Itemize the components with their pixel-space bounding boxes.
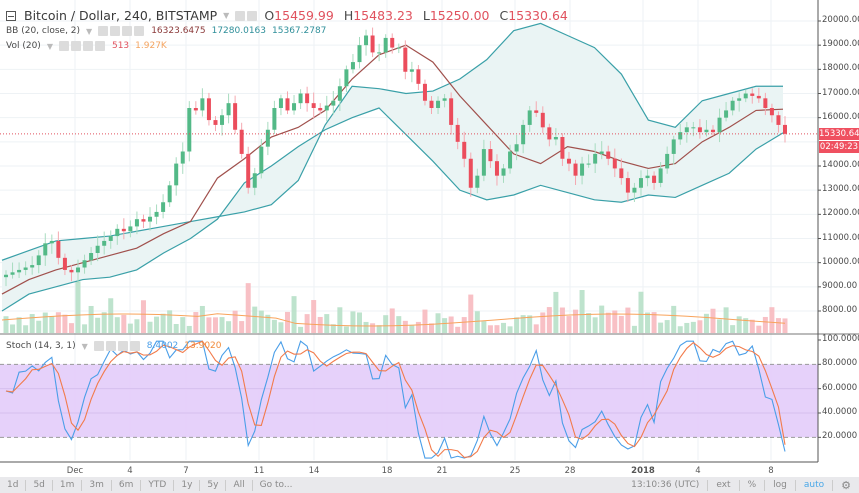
log-button[interactable]: log: [765, 479, 796, 491]
range-button-all[interactable]: All: [226, 479, 253, 491]
range-button-ytd[interactable]: YTD: [141, 479, 175, 491]
time-axis-label: 4: [695, 466, 701, 476]
ext-button[interactable]: ext: [708, 479, 740, 491]
close-icon[interactable]: [129, 341, 140, 351]
eye-icon[interactable]: [235, 10, 246, 21]
price-axis-label: 9000.00: [822, 280, 858, 291]
chevron-down-icon[interactable]: ▼: [86, 26, 93, 36]
time-axis-label: 4: [127, 466, 133, 476]
stoch-k-value: 8.4002: [146, 341, 179, 351]
countdown-tag: 02:49:23: [819, 141, 859, 153]
price-axis-label: 18000.00: [822, 63, 859, 74]
collapse-icon[interactable]: [6, 10, 16, 21]
price-axis-label: 16000.00: [822, 111, 859, 122]
plus-icon[interactable]: [117, 341, 128, 351]
clock: 13:10:36 (UTC): [623, 479, 709, 491]
range-button-6m[interactable]: 6m: [112, 479, 142, 491]
range-button-5d[interactable]: 5d: [26, 479, 53, 491]
stoch-axis-label: 20.0000: [822, 431, 858, 442]
range-button-1d[interactable]: 1d: [0, 479, 27, 491]
plus-icon[interactable]: [82, 41, 93, 51]
time-axis-label: Dec: [66, 466, 84, 476]
gear-icon[interactable]: [110, 26, 121, 36]
stoch-legend: Stoch (14, 3, 1) ▼ 8.4002 13.9020: [6, 341, 222, 351]
close-value: 15330.64: [508, 8, 568, 23]
bb-upper-value: 17280.0163: [211, 26, 267, 36]
eye-icon[interactable]: [58, 41, 69, 51]
price-axis-label: 14000.00: [822, 160, 859, 170]
vol-buttons: [58, 41, 106, 51]
time-axis-label: 11: [253, 466, 265, 476]
price-axis-label: 19000.00: [822, 39, 859, 50]
eye-icon[interactable]: [93, 341, 104, 351]
range-button-1m[interactable]: 1m: [53, 479, 83, 491]
time-axis-label: 8: [768, 466, 774, 476]
high-label: H: [343, 8, 354, 23]
settings-gear-icon[interactable]: ⚙: [841, 478, 851, 492]
auto-button[interactable]: auto: [796, 479, 834, 491]
chevron-down-icon[interactable]: ▼: [81, 341, 88, 351]
range-button-5y[interactable]: 5y: [200, 479, 227, 491]
time-axis-label: 28: [564, 466, 576, 476]
range-button-goto[interactable]: Go to...: [259, 479, 293, 490]
bb-legend: BB (20, close, 2) ▼ 16323.6475 17280.016…: [6, 26, 326, 36]
low-value: 15250.00: [429, 8, 490, 23]
bottom-toolbar: 1d 5d 1m 3m 6m YTD 1y 5y All Go to... 13:10:36 (U…: [0, 477, 859, 493]
plus-icon[interactable]: [122, 26, 133, 36]
stoch-axis-label: 80.0000: [822, 358, 858, 369]
bb-label[interactable]: BB (20, close, 2): [6, 26, 81, 36]
legend-buttons: [235, 10, 258, 21]
stoch-axis-label: 40.0000: [822, 407, 858, 417]
vol-label[interactable]: Vol (20): [6, 41, 41, 51]
range-button-3m[interactable]: 3m: [82, 479, 112, 491]
price-axis-label: 12000.00: [822, 208, 859, 219]
close-icon[interactable]: [94, 41, 105, 51]
vol-legend: Vol (20) ▼ 513 1.927K: [6, 41, 167, 51]
time-axis-label: 21: [436, 466, 448, 476]
time-axis-label: 7: [183, 466, 189, 476]
price-axis-label: 17000.00: [822, 87, 859, 98]
low-label: L: [422, 8, 430, 23]
price-axis-label: 13000.00: [822, 184, 859, 195]
high-value: 15483.23: [353, 8, 413, 23]
eye-icon[interactable]: [98, 26, 109, 36]
vol-ma-value: 1.927K: [135, 41, 167, 51]
chevron-down-icon[interactable]: ▼: [223, 11, 230, 20]
gear-icon[interactable]: [70, 41, 81, 51]
percent-button[interactable]: %: [740, 479, 766, 491]
price-axis-label: 10000.00: [822, 256, 859, 267]
time-axis-label: 14: [308, 466, 320, 476]
stoch-buttons: [93, 341, 141, 351]
time-axis-label: 2018: [631, 466, 655, 476]
open-value: 15459.99: [274, 8, 334, 23]
chevron-down-icon[interactable]: ▼: [46, 41, 53, 51]
close-icon[interactable]: [134, 26, 145, 36]
range-button-1y[interactable]: 1y: [174, 479, 201, 491]
time-axis-label: 18: [381, 466, 393, 476]
stoch-axis-label: 60.0000: [822, 382, 858, 393]
bb-mid-value: 16323.6475: [151, 26, 206, 36]
price-axis-label: 11000.00: [822, 232, 859, 243]
scale-controls: 13:10:36 (UTC) ext % log auto ⚙: [623, 478, 859, 492]
stoch-d-value: 13.9020: [184, 341, 222, 351]
vol-value: 513: [111, 41, 130, 51]
price-axis-label: 20000.00: [822, 15, 859, 25]
gear-icon[interactable]: [247, 10, 258, 21]
last-price-tag: 15330.64: [819, 128, 859, 140]
bb-buttons: [98, 26, 145, 36]
open-label: O: [264, 8, 275, 23]
stoch-axis-label: 100.0000: [822, 334, 859, 344]
close-label: C: [499, 8, 509, 23]
range-buttons: 1d 5d 1m 3m 6m YTD 1y 5y All Go to...: [0, 479, 299, 491]
bb-lower-value: 15367.2787: [272, 26, 327, 36]
gear-icon[interactable]: [105, 341, 116, 351]
symbol-legend: Bitcoin / Dollar, 240, BITSTAMP ▼ O15459…: [6, 8, 574, 23]
price-axis-label: 8000.00: [822, 305, 858, 315]
symbol-title[interactable]: Bitcoin / Dollar, 240, BITSTAMP: [24, 8, 218, 23]
time-axis-label: 25: [509, 466, 521, 476]
stoch-label[interactable]: Stoch (14, 3, 1): [6, 341, 76, 351]
